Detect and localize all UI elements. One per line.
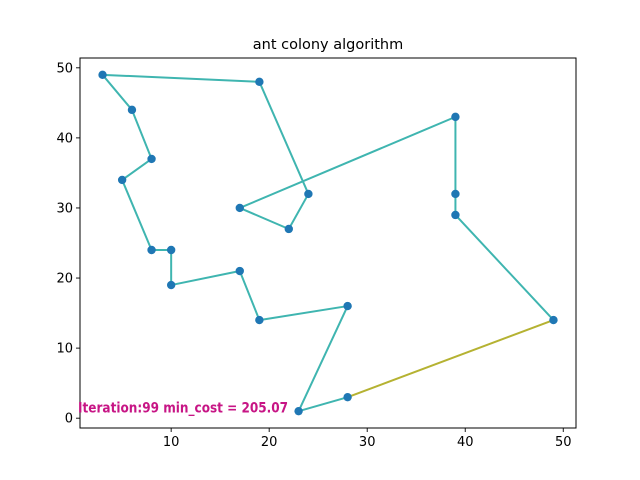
x-tick-label: 20 <box>261 435 278 450</box>
iteration-cost-annotation: Iteration:99 min_cost = 205.07 <box>78 401 288 417</box>
city-point <box>294 406 303 416</box>
route-segment <box>287 192 310 230</box>
city-point <box>451 210 460 220</box>
city-point <box>166 245 176 255</box>
route-segment <box>454 213 555 322</box>
route-segment <box>258 80 310 195</box>
x-tick-label: 30 <box>359 435 376 450</box>
route-segment <box>101 73 133 111</box>
city-point <box>549 315 558 325</box>
city-point <box>147 154 156 164</box>
axes-frame <box>79 57 577 429</box>
city-point <box>343 392 352 402</box>
y-tick-label: 50 <box>56 61 73 76</box>
city-point <box>117 175 127 185</box>
x-tick-label: 10 <box>163 435 180 450</box>
y-tick-label: 20 <box>56 272 73 287</box>
route-segment <box>238 206 290 230</box>
x-tick-label: 50 <box>555 435 572 450</box>
city-point <box>451 112 460 122</box>
route-segment <box>130 108 153 160</box>
route-segment <box>121 178 153 252</box>
y-tick-label: 10 <box>56 342 73 357</box>
city-point <box>98 70 107 80</box>
y-axis-ticks: 0 10 20 30 40 50 <box>56 61 80 427</box>
route-segment <box>297 305 349 413</box>
plot-content <box>98 70 558 416</box>
route-segment <box>258 305 349 322</box>
y-tick-label: 30 <box>56 201 73 216</box>
city-point <box>304 189 313 199</box>
route-segment <box>170 270 241 287</box>
city-point <box>255 77 264 87</box>
route-segment <box>121 157 153 181</box>
y-tick-label: 0 <box>65 412 73 427</box>
city-point <box>166 280 176 290</box>
city-point <box>343 301 352 311</box>
city-point <box>284 224 293 234</box>
city-point <box>451 189 460 199</box>
city-point <box>147 245 156 255</box>
route-segment <box>238 270 261 322</box>
y-tick-label: 40 <box>56 131 73 146</box>
city-point <box>235 203 244 213</box>
city-point <box>255 315 264 325</box>
route-segment <box>297 396 349 413</box>
route-segment-highlight <box>346 319 555 399</box>
x-axis-ticks: 10 20 30 40 50 <box>163 428 572 450</box>
city-point <box>235 266 244 276</box>
city-point <box>127 105 137 115</box>
route-segment <box>238 115 457 209</box>
route-segment <box>101 73 261 83</box>
chart-title: ant colony algorithm <box>253 37 403 53</box>
x-tick-label: 40 <box>457 435 474 450</box>
